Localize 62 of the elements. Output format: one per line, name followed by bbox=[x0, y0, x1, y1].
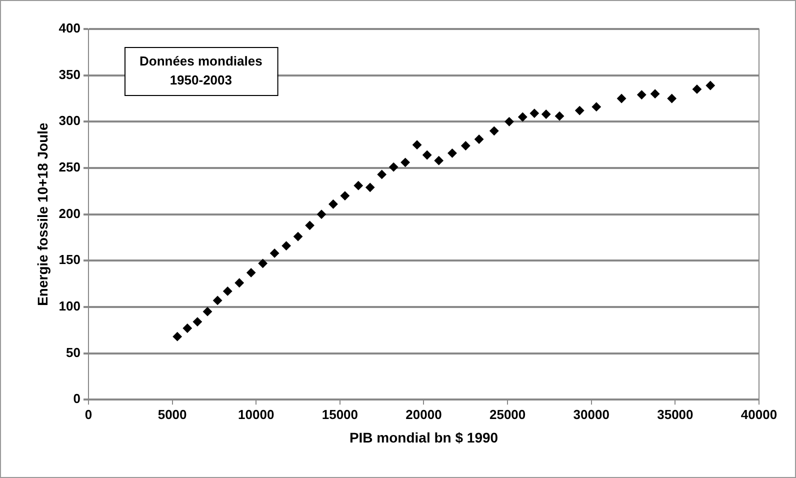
point bbox=[518, 112, 528, 122]
x-tick-label: 0 bbox=[84, 406, 92, 422]
y-tick-label: 350 bbox=[58, 66, 80, 82]
x-tick-label: 15000 bbox=[322, 406, 358, 422]
point bbox=[400, 158, 410, 167]
point bbox=[223, 286, 232, 296]
point bbox=[617, 94, 626, 103]
point bbox=[542, 110, 551, 119]
point bbox=[667, 94, 676, 103]
point bbox=[234, 278, 244, 288]
point bbox=[448, 148, 457, 158]
x-tick-label: 5000 bbox=[158, 406, 187, 422]
x-tick-label: 25000 bbox=[489, 406, 526, 422]
y-tick-label: 400 bbox=[58, 20, 80, 36]
point bbox=[555, 112, 564, 121]
point bbox=[575, 106, 584, 116]
point bbox=[213, 296, 222, 305]
y-tick-label: 300 bbox=[58, 113, 80, 128]
point bbox=[650, 89, 660, 98]
point bbox=[412, 140, 422, 150]
point bbox=[366, 182, 375, 192]
annotation: Données mondiales 1950-2003 bbox=[139, 54, 262, 88]
point bbox=[182, 324, 192, 333]
point bbox=[316, 210, 326, 219]
point bbox=[270, 248, 280, 258]
point bbox=[490, 126, 499, 136]
point bbox=[305, 220, 314, 230]
point bbox=[592, 102, 601, 112]
y-tick-label: 150 bbox=[58, 252, 80, 268]
point bbox=[354, 181, 363, 190]
point bbox=[422, 150, 432, 160]
point bbox=[637, 90, 646, 100]
point bbox=[340, 191, 350, 200]
y-tick-label: 50 bbox=[66, 344, 80, 360]
point bbox=[474, 134, 484, 144]
x-tick-label: 20000 bbox=[406, 406, 442, 422]
point bbox=[434, 156, 444, 166]
x-axis-title: PIB mondial bn $ 1990 bbox=[349, 429, 498, 446]
point bbox=[172, 332, 182, 342]
x-tick-label: 40000 bbox=[740, 406, 778, 422]
y-tick-label: 200 bbox=[58, 206, 80, 221]
y-axis-title: Energie fossile 10+18 Joule bbox=[34, 122, 50, 306]
point bbox=[294, 232, 303, 242]
point bbox=[692, 84, 702, 94]
point bbox=[706, 81, 715, 90]
point bbox=[192, 317, 202, 326]
point bbox=[461, 141, 470, 150]
y-tick-label: 0 bbox=[73, 391, 80, 406]
point bbox=[389, 162, 398, 172]
x-tick-label: 10000 bbox=[238, 406, 274, 422]
point bbox=[504, 117, 514, 126]
point bbox=[258, 258, 268, 268]
point bbox=[530, 108, 539, 118]
point bbox=[282, 241, 291, 250]
point bbox=[203, 307, 212, 316]
point bbox=[246, 268, 256, 278]
x-tick-label: 30000 bbox=[573, 406, 610, 422]
y-tick-label: 250 bbox=[58, 160, 80, 175]
point bbox=[328, 200, 338, 209]
y-tick-label: 100 bbox=[58, 298, 80, 314]
x-tick-label: 35000 bbox=[657, 406, 694, 422]
point bbox=[377, 170, 386, 179]
